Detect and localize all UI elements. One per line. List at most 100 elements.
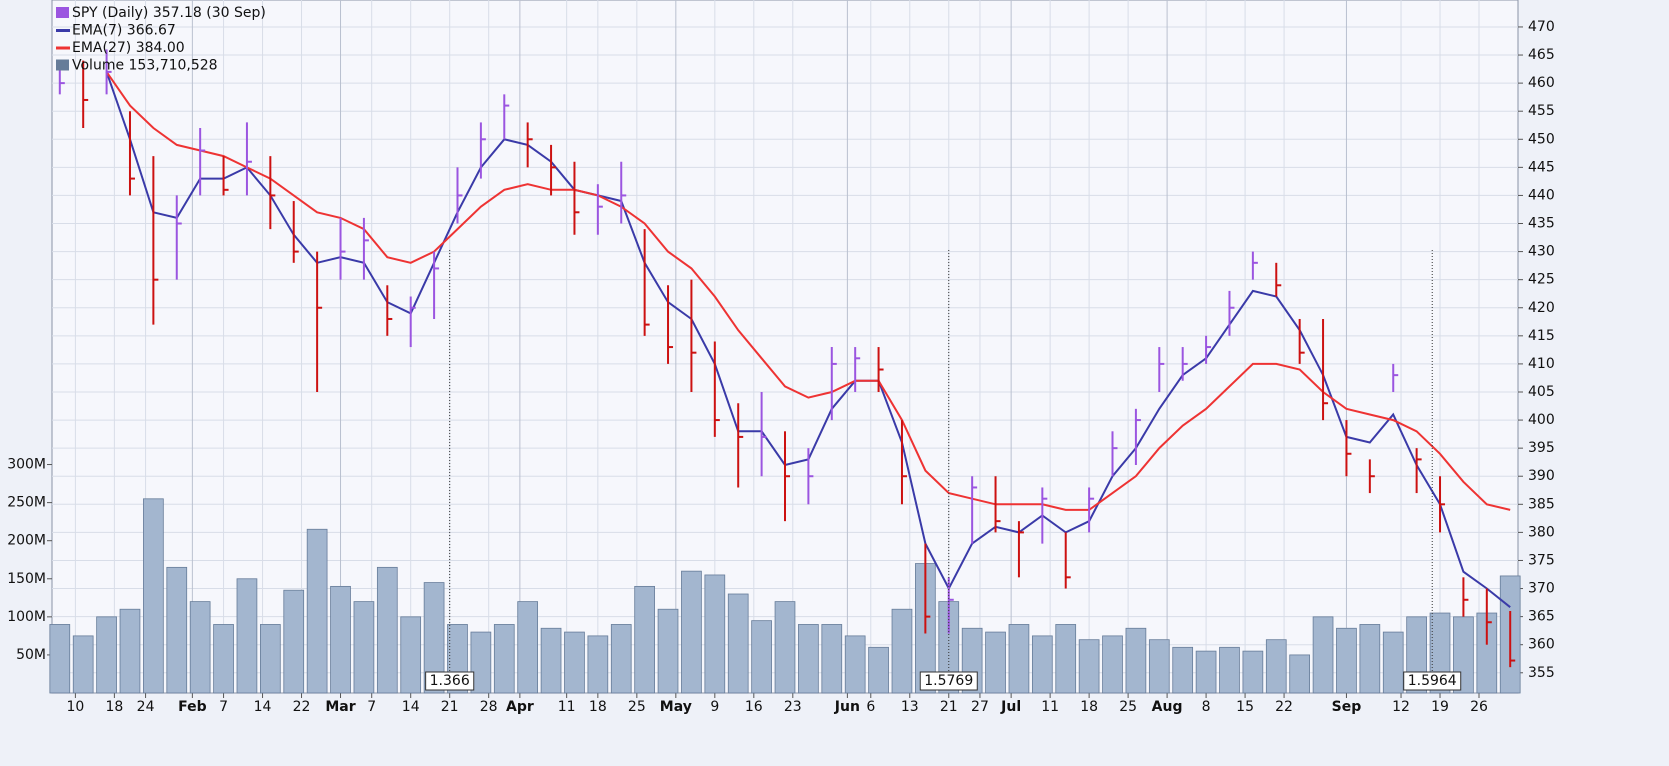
- x-tick-label: 28: [480, 699, 498, 715]
- x-tick-label: 16: [745, 699, 763, 715]
- volume-bar: [587, 635, 609, 694]
- volume-bar: [306, 528, 328, 694]
- x-tick-label: Jun: [834, 699, 860, 715]
- volume-bar: [634, 585, 655, 694]
- volume-bar: [657, 608, 679, 694]
- annotation-box: [425, 671, 475, 691]
- volume-bar: [259, 624, 281, 694]
- y-tick-label: 415: [1528, 328, 1555, 344]
- y-tick-label: 355: [1528, 665, 1555, 681]
- y-tick-label: 360: [1528, 637, 1555, 653]
- legend-swatch: [56, 7, 69, 18]
- x-tick-label: 27: [971, 699, 989, 715]
- volume-bar: [517, 601, 539, 694]
- x-tick-label: Sep: [1332, 699, 1362, 715]
- x-tick-label: 8: [1202, 699, 1211, 715]
- volume-bar: [1219, 646, 1240, 694]
- annotation-box: [1403, 671, 1462, 691]
- volume-bar: [821, 624, 843, 694]
- volume-bar: [681, 570, 702, 694]
- volume-bar: [143, 498, 164, 694]
- legend-swatch: [56, 59, 69, 71]
- y-tick-label: 375: [1528, 552, 1555, 568]
- y2-tick-label: 150M: [7, 571, 46, 587]
- x-tick-label: 23: [784, 699, 802, 715]
- y-tick-label: 470: [1528, 19, 1555, 35]
- x-tick-label: 24: [137, 699, 155, 715]
- volume-bar: [1289, 654, 1311, 694]
- volume-bar: [1336, 627, 1357, 694]
- volume-bar: [1031, 635, 1053, 694]
- x-tick-label: 11: [558, 699, 576, 715]
- x-tick-label: 25: [628, 699, 646, 715]
- y-tick-label: 380: [1528, 524, 1555, 540]
- volume-bar: [96, 616, 117, 694]
- x-tick-label: Mar: [325, 699, 355, 715]
- x-tick-label: 14: [402, 699, 420, 715]
- volume-bar: [1382, 631, 1404, 694]
- x-tick-label: Aug: [1152, 699, 1183, 715]
- x-tick-label: 15: [1236, 699, 1254, 715]
- volume-bar: [891, 608, 913, 694]
- x-tick-label: May: [660, 699, 692, 715]
- volume-bar: [1008, 624, 1030, 694]
- x-tick-label: 18: [1080, 699, 1098, 715]
- x-tick-label: 19: [1431, 699, 1449, 715]
- volume-bar: [1312, 616, 1334, 694]
- x-tick-label: Feb: [178, 699, 207, 715]
- volume-bar: [119, 608, 141, 694]
- y-tick-label: 365: [1528, 609, 1555, 625]
- y-tick-label: 435: [1528, 216, 1555, 232]
- volume-bar: [189, 601, 211, 694]
- y-tick-label: 370: [1528, 581, 1555, 597]
- y-tick-label: 455: [1528, 103, 1555, 119]
- legend-label: EMA(27) 384.00: [72, 40, 185, 56]
- volume-bar: [1265, 639, 1287, 694]
- volume-bar: [704, 574, 726, 694]
- y2-tick-label: 200M: [7, 533, 46, 549]
- plot-area: [51, 0, 1519, 694]
- volume-bar: [1359, 624, 1381, 694]
- x-tick-label: 22: [293, 699, 311, 715]
- volume-bar: [540, 627, 562, 694]
- volume-bar: [751, 620, 772, 694]
- y-tick-label: 410: [1528, 356, 1555, 372]
- y-tick-label: 465: [1528, 47, 1555, 63]
- annotation-label: 1.366: [430, 673, 470, 689]
- volume-bar: [236, 578, 258, 694]
- annotation-label: 1.5769: [924, 673, 973, 689]
- annotation-label: 1.5964: [1408, 673, 1457, 689]
- y-tick-label: 445: [1528, 159, 1555, 175]
- volume-bar: [72, 635, 94, 694]
- y-tick-label: 430: [1528, 244, 1555, 260]
- x-tick-label: 22: [1275, 699, 1293, 715]
- volume-bar: [1102, 635, 1123, 694]
- y2-tick-label: 100M: [7, 609, 46, 625]
- volume-bar: [353, 601, 375, 694]
- x-tick-label: Apr: [506, 699, 534, 715]
- y-tick-label: 400: [1528, 412, 1555, 428]
- volume-bar: [798, 624, 819, 694]
- y-tick-label: 420: [1528, 300, 1555, 316]
- x-tick-label: 7: [219, 699, 228, 715]
- volume-bar: [610, 624, 632, 694]
- x-tick-label: 11: [1041, 699, 1059, 715]
- volume-bar: [1055, 624, 1077, 694]
- volume-bar: [985, 631, 1006, 694]
- x-tick-label: 21: [940, 699, 958, 715]
- volume-bar: [376, 566, 398, 694]
- y2-tick-label: 300M: [7, 457, 46, 473]
- volume-bar: [564, 631, 585, 694]
- y-tick-label: 405: [1528, 384, 1555, 400]
- volume-bar: [493, 624, 515, 694]
- volume-bar: [166, 566, 188, 694]
- y2-tick-label: 250M: [7, 495, 46, 511]
- volume-bar: [283, 589, 305, 694]
- y-tick-label: 460: [1528, 75, 1555, 91]
- x-tick-label: Jul: [1000, 699, 1021, 715]
- volume-bar: [774, 601, 796, 694]
- y-tick-label: 390: [1528, 468, 1555, 484]
- legend-label: EMA(7) 366.67: [72, 23, 176, 39]
- legend-label: SPY (Daily) 357.18 (30 Sep): [72, 5, 266, 21]
